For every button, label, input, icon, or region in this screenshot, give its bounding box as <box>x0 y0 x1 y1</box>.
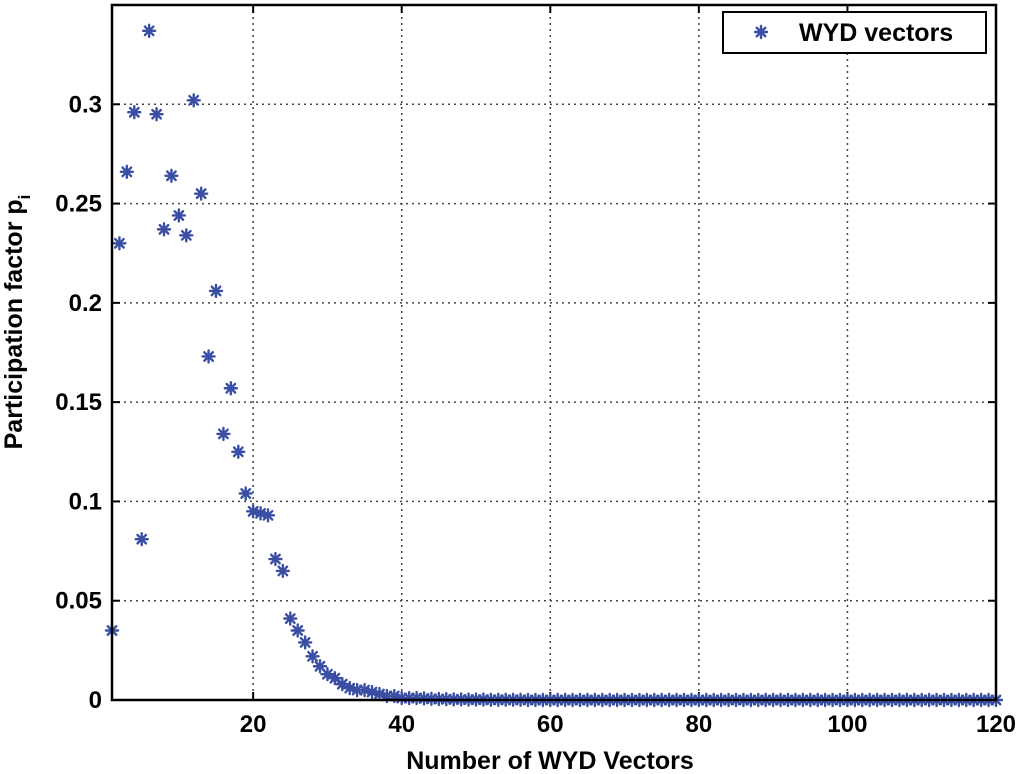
ticks: 20 40 60 80 100 120 0 0.05 0.1 0.15 0.2 0.25 0.3 <box>55 5 1016 738</box>
y-tick-label: 0.1 <box>69 488 102 515</box>
plot-frame <box>110 3 998 702</box>
data-point <box>268 551 283 567</box>
y-tick-label: 0.3 <box>69 91 102 118</box>
legend: WYD vectors <box>722 11 987 54</box>
x-axis-title: Number of WYD Vectors <box>406 747 694 774</box>
legend-marker-icon <box>753 24 769 40</box>
y-tick-label: 0.05 <box>55 588 102 615</box>
data-point <box>127 105 142 120</box>
data-point <box>223 381 239 396</box>
data-point <box>305 649 320 664</box>
data-point <box>112 236 127 251</box>
y-tick-label: 0 <box>89 687 102 714</box>
y-tick-label: 0.15 <box>55 389 102 416</box>
y-tick-label: 0.25 <box>55 191 102 218</box>
data-point <box>164 168 179 183</box>
x-tick-label: 100 <box>827 711 867 738</box>
data-point <box>208 283 224 299</box>
data-point <box>193 186 209 201</box>
data-point <box>156 222 172 237</box>
x-tick-label: 60 <box>537 711 564 738</box>
y-axis-title: Participation factor pi <box>0 195 34 450</box>
data-point <box>238 486 253 501</box>
data-point <box>179 228 194 243</box>
y-axis-title-main: Participation factor p <box>0 199 28 449</box>
data-point <box>119 164 135 180</box>
data-point <box>231 444 246 459</box>
legend-asterisk-icon <box>753 24 769 40</box>
y-axis-title-subscript: i <box>15 195 34 200</box>
data-point <box>275 563 291 579</box>
data-point <box>290 623 305 638</box>
x-tick-label: 80 <box>686 711 713 738</box>
data-point <box>297 635 313 650</box>
legend-entry-wyd-vectors: WYD vectors <box>799 19 953 47</box>
x-tick-label: 120 <box>976 711 1016 738</box>
data-point <box>260 508 276 523</box>
data-point <box>201 349 216 364</box>
data-point <box>171 208 187 223</box>
data-point <box>149 107 164 122</box>
data-point <box>216 426 231 442</box>
data-point <box>186 93 201 108</box>
data-markers <box>104 23 1004 708</box>
grid <box>112 5 997 700</box>
data-point <box>134 531 149 547</box>
x-tick-label: 20 <box>240 711 267 738</box>
data-point <box>141 23 157 39</box>
y-tick-label: 0.2 <box>69 290 102 317</box>
x-tick-label: 40 <box>388 711 415 738</box>
data-point <box>283 611 298 626</box>
